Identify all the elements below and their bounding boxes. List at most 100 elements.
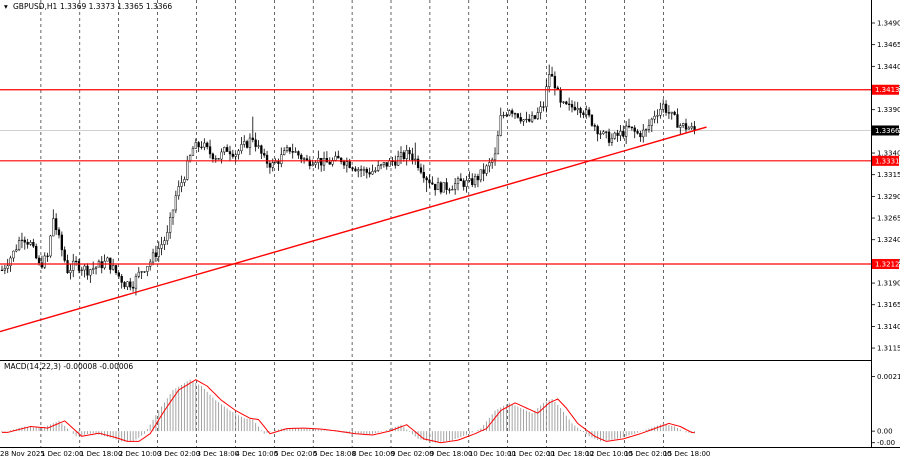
time-tick-label: 5 Dec 18:00 <box>313 450 356 458</box>
candle-body <box>106 257 109 262</box>
horizontal-levels[interactable] <box>0 89 871 265</box>
candle-body <box>0 269 4 272</box>
candle-body <box>308 159 311 166</box>
macd-axis: 0.00212 0.00 -0.00 <box>871 373 900 447</box>
candle-body <box>416 158 420 168</box>
candle-body <box>60 234 64 251</box>
candle-body <box>476 175 480 181</box>
candle-body <box>465 180 468 187</box>
candle-body <box>545 86 548 108</box>
candle-body <box>579 108 582 114</box>
candle-body <box>83 265 86 271</box>
candle-body <box>374 170 377 172</box>
symbol-label: GBPUSD,H1 <box>13 2 58 11</box>
candle-body <box>69 270 72 274</box>
candle-body <box>49 235 52 257</box>
candle-body <box>496 135 500 155</box>
candle-body <box>394 161 397 166</box>
candle-body <box>283 150 286 155</box>
candle-body <box>525 118 528 121</box>
candle-body <box>471 178 474 185</box>
symbol-marker-icon: ▾ <box>4 2 8 11</box>
candle-body <box>314 162 317 165</box>
level-label: 1.3331 <box>875 157 900 165</box>
candle-body <box>562 101 565 103</box>
candle-body <box>220 151 223 160</box>
time-tick-label: 8 Dec 10:00 <box>352 450 395 458</box>
candle-body <box>243 141 246 145</box>
candle-body <box>459 178 463 182</box>
candle-body <box>636 131 639 134</box>
candle-body <box>305 158 309 161</box>
candle-body <box>673 111 676 115</box>
price-pane[interactable]: ▾ GBPUSD,H1 1.3369 1.3373 1.3365 1.3366 <box>0 0 871 360</box>
candle-body <box>268 163 272 168</box>
candle-body <box>371 171 374 175</box>
candle-body <box>191 148 195 156</box>
candle-body <box>522 119 525 122</box>
candle-body <box>570 104 574 108</box>
candle-body <box>516 113 520 118</box>
candle-body <box>274 161 277 163</box>
candle-body <box>542 106 545 108</box>
macd-pane[interactable]: MACD(14,22,3) -0.00008 -0.00006 <box>1 362 695 447</box>
candle-body <box>633 127 636 132</box>
candle-body <box>568 103 571 105</box>
time-tick-label: 15 Dec 18:00 <box>663 450 710 458</box>
time-tick-label: 10 Dec 10:00 <box>469 450 516 458</box>
candle-body <box>590 114 594 126</box>
candle-body <box>20 239 24 242</box>
price-pane-background <box>0 0 871 360</box>
candle-body <box>610 138 614 143</box>
price-tick-label: 1.3140 <box>877 323 900 331</box>
candle-body <box>676 114 679 128</box>
candle-body <box>377 165 380 171</box>
candle-body <box>231 153 234 157</box>
candle-body <box>559 89 562 103</box>
candle-body <box>112 265 115 270</box>
candle-body <box>593 125 596 127</box>
candle-body <box>17 240 21 250</box>
candle-body <box>664 103 668 113</box>
candle-body <box>399 152 403 157</box>
candle-body <box>234 154 237 157</box>
candle-body <box>357 169 360 172</box>
candle-body <box>368 172 371 175</box>
candle-body <box>379 164 383 166</box>
candle-body <box>245 141 249 148</box>
candle-body <box>174 195 177 211</box>
candle-body <box>627 125 631 128</box>
candle-body <box>322 158 326 166</box>
candle-body <box>263 153 266 156</box>
candle-body <box>359 169 363 171</box>
candle-body <box>425 177 428 181</box>
price-tick-label: 1.3340 <box>877 150 900 158</box>
candle-body <box>479 169 482 181</box>
price-axis[interactable]: 1.34901.34651.34401.34151.33901.33651.33… <box>871 20 900 353</box>
candle-body <box>123 282 126 288</box>
candle-body <box>57 229 61 236</box>
trend-line[interactable] <box>0 126 707 333</box>
candle-body <box>607 131 611 143</box>
candle-body <box>206 142 209 147</box>
candle-body <box>485 165 488 174</box>
candle-body <box>351 167 354 170</box>
macd-tick-label: -0.00 <box>877 439 895 447</box>
candle-body <box>291 151 294 153</box>
candle-body <box>414 158 417 161</box>
candle-body <box>473 175 477 185</box>
candle-body <box>37 257 41 264</box>
candle-body <box>502 114 505 117</box>
candle-body <box>43 255 46 268</box>
candle-body <box>114 265 118 273</box>
price-tick-label: 1.3465 <box>877 41 900 49</box>
candle-body <box>576 108 579 111</box>
candle-body <box>670 111 673 114</box>
candle-body <box>143 271 146 273</box>
candle-body <box>684 123 688 130</box>
candle-body <box>354 168 357 172</box>
candle-body <box>419 167 423 173</box>
candle-body <box>619 130 622 136</box>
candle-body <box>582 112 585 116</box>
